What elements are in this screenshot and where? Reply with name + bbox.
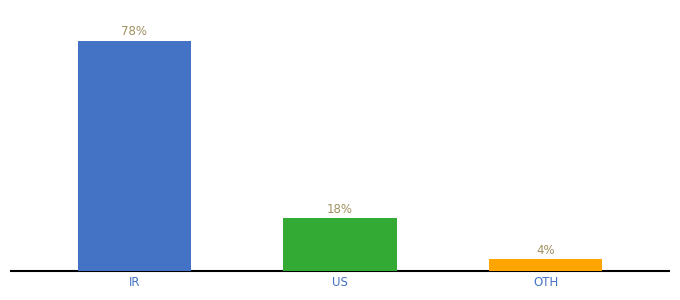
Bar bbox=[489, 259, 602, 271]
Text: 18%: 18% bbox=[327, 202, 353, 215]
Text: 78%: 78% bbox=[122, 25, 148, 38]
Bar bbox=[78, 40, 191, 271]
Bar bbox=[284, 218, 396, 271]
Text: 4%: 4% bbox=[537, 244, 555, 257]
